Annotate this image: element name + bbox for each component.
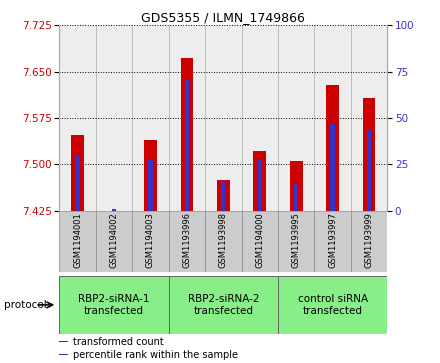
Bar [367, 130, 371, 211]
Bar [314, 211, 351, 272]
Bar [351, 211, 387, 272]
Text: GSM1194000: GSM1194000 [255, 212, 264, 268]
Text: GSM1193998: GSM1193998 [219, 212, 228, 268]
Bar [148, 160, 153, 211]
Bar [242, 25, 278, 211]
Text: GSM1193997: GSM1193997 [328, 212, 337, 268]
Text: GSM1193996: GSM1193996 [182, 212, 191, 268]
Bar [96, 25, 132, 211]
Bar [290, 161, 303, 211]
Bar [59, 211, 96, 272]
Bar [278, 211, 314, 272]
Bar [326, 85, 339, 211]
Text: transformed count: transformed count [73, 337, 163, 347]
Bar [278, 25, 314, 211]
Text: percentile rank within the sample: percentile rank within the sample [73, 350, 238, 360]
Bar [330, 123, 335, 211]
Bar [257, 159, 262, 211]
Bar [96, 211, 132, 272]
Bar [242, 211, 278, 272]
Bar [205, 25, 242, 211]
Bar [112, 209, 116, 211]
Bar [59, 25, 96, 211]
Bar [363, 98, 375, 211]
Title: GDS5355 / ILMN_1749866: GDS5355 / ILMN_1749866 [141, 11, 305, 24]
Bar [205, 211, 242, 272]
Bar [59, 276, 169, 334]
Bar [221, 181, 225, 211]
Bar [169, 276, 278, 334]
Bar [75, 155, 80, 211]
Bar [169, 25, 205, 211]
Bar [144, 139, 157, 211]
Bar [132, 25, 169, 211]
Text: GSM1194002: GSM1194002 [110, 212, 118, 268]
Bar [71, 135, 84, 211]
Text: RBP2-siRNA-2
transfected: RBP2-siRNA-2 transfected [187, 294, 259, 316]
Text: protocol: protocol [4, 300, 47, 310]
Bar [314, 25, 351, 211]
Text: GSM1193995: GSM1193995 [292, 212, 301, 268]
Bar [169, 211, 205, 272]
Text: GSM1193999: GSM1193999 [364, 212, 374, 268]
Bar [217, 180, 230, 211]
Bar [294, 184, 298, 211]
Bar [59, 341, 68, 342]
Bar [59, 354, 68, 355]
Bar [180, 58, 193, 211]
Bar [278, 276, 387, 334]
Bar [132, 211, 169, 272]
Text: GSM1194003: GSM1194003 [146, 212, 155, 268]
Text: GSM1194001: GSM1194001 [73, 212, 82, 268]
Text: control siRNA
transfected: control siRNA transfected [297, 294, 368, 316]
Bar [351, 25, 387, 211]
Bar [185, 80, 189, 211]
Bar [253, 151, 266, 211]
Text: RBP2-siRNA-1
transfected: RBP2-siRNA-1 transfected [78, 294, 150, 316]
